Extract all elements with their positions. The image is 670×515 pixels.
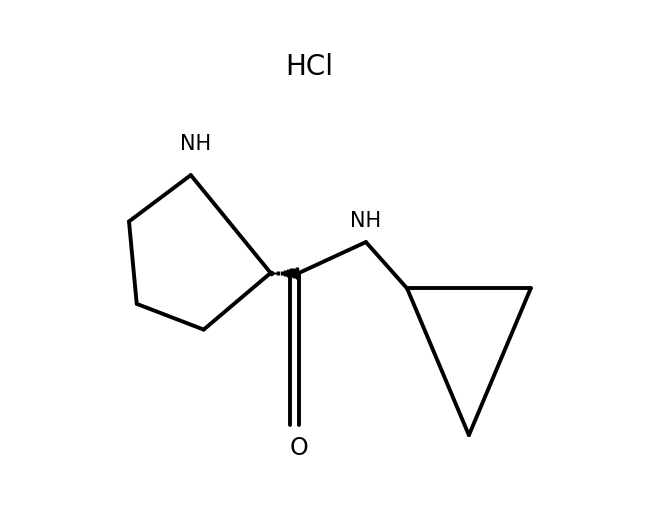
Text: HCl: HCl [285, 53, 333, 81]
Text: NH: NH [180, 134, 212, 154]
Text: O: O [289, 436, 308, 460]
Text: NH: NH [350, 212, 381, 231]
